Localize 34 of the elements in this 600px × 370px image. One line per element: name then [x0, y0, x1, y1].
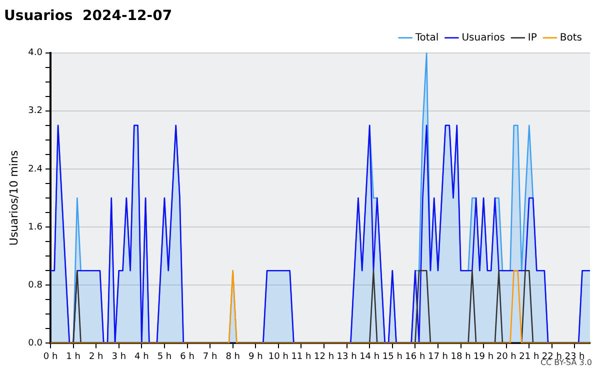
x-tick-label: 2 h: [88, 352, 104, 362]
x-tick-label: 3 h: [112, 352, 126, 362]
x-tick-label: 13 h: [336, 352, 357, 362]
x-tick-label: 4 h: [134, 352, 149, 362]
legend-label: Bots: [560, 32, 582, 44]
x-tick-label: 11 h: [291, 352, 312, 362]
x-tick-label: 12 h: [314, 352, 334, 362]
y-tick-label: 4.0: [28, 48, 43, 58]
x-tick-label: 9 h: [248, 352, 263, 362]
x-tick-label: 18 h: [450, 352, 471, 362]
x-tick-label: 1 h: [66, 352, 80, 362]
legend-label: Usuarios: [462, 32, 505, 44]
x-tick-label: 7 h: [202, 352, 218, 362]
x-tick-label: 6 h: [180, 352, 194, 362]
y-tick-label: 0.8: [28, 280, 43, 290]
y-tick-label: 0.0: [28, 338, 43, 349]
chart-title: Usuarios 2024-12-07: [4, 8, 172, 24]
x-tick-label: 0 h: [43, 352, 58, 362]
x-tick-label: 14 h: [360, 352, 380, 362]
x-tick-label: 5 h: [157, 352, 172, 362]
x-tick-label: 8 h: [226, 352, 240, 362]
x-tick-label: 16 h: [405, 352, 426, 362]
x-tick-label: 15 h: [382, 352, 402, 362]
y-tick-label: 3.2: [28, 106, 43, 116]
x-tick-label: 10 h: [268, 352, 288, 362]
legend-label: IP: [528, 32, 537, 44]
x-tick-label: 20 h: [496, 352, 516, 362]
legend-label: Total: [414, 32, 439, 44]
x-tick-label: 19 h: [474, 352, 494, 362]
y-tick-label: 1.6: [28, 222, 43, 232]
y-axis-title: Usuarios/10 mins: [7, 150, 20, 246]
x-tick-label: 17 h: [428, 352, 448, 362]
y-tick-label: 2.4: [28, 164, 43, 174]
x-tick-label: 21 h: [519, 352, 540, 362]
